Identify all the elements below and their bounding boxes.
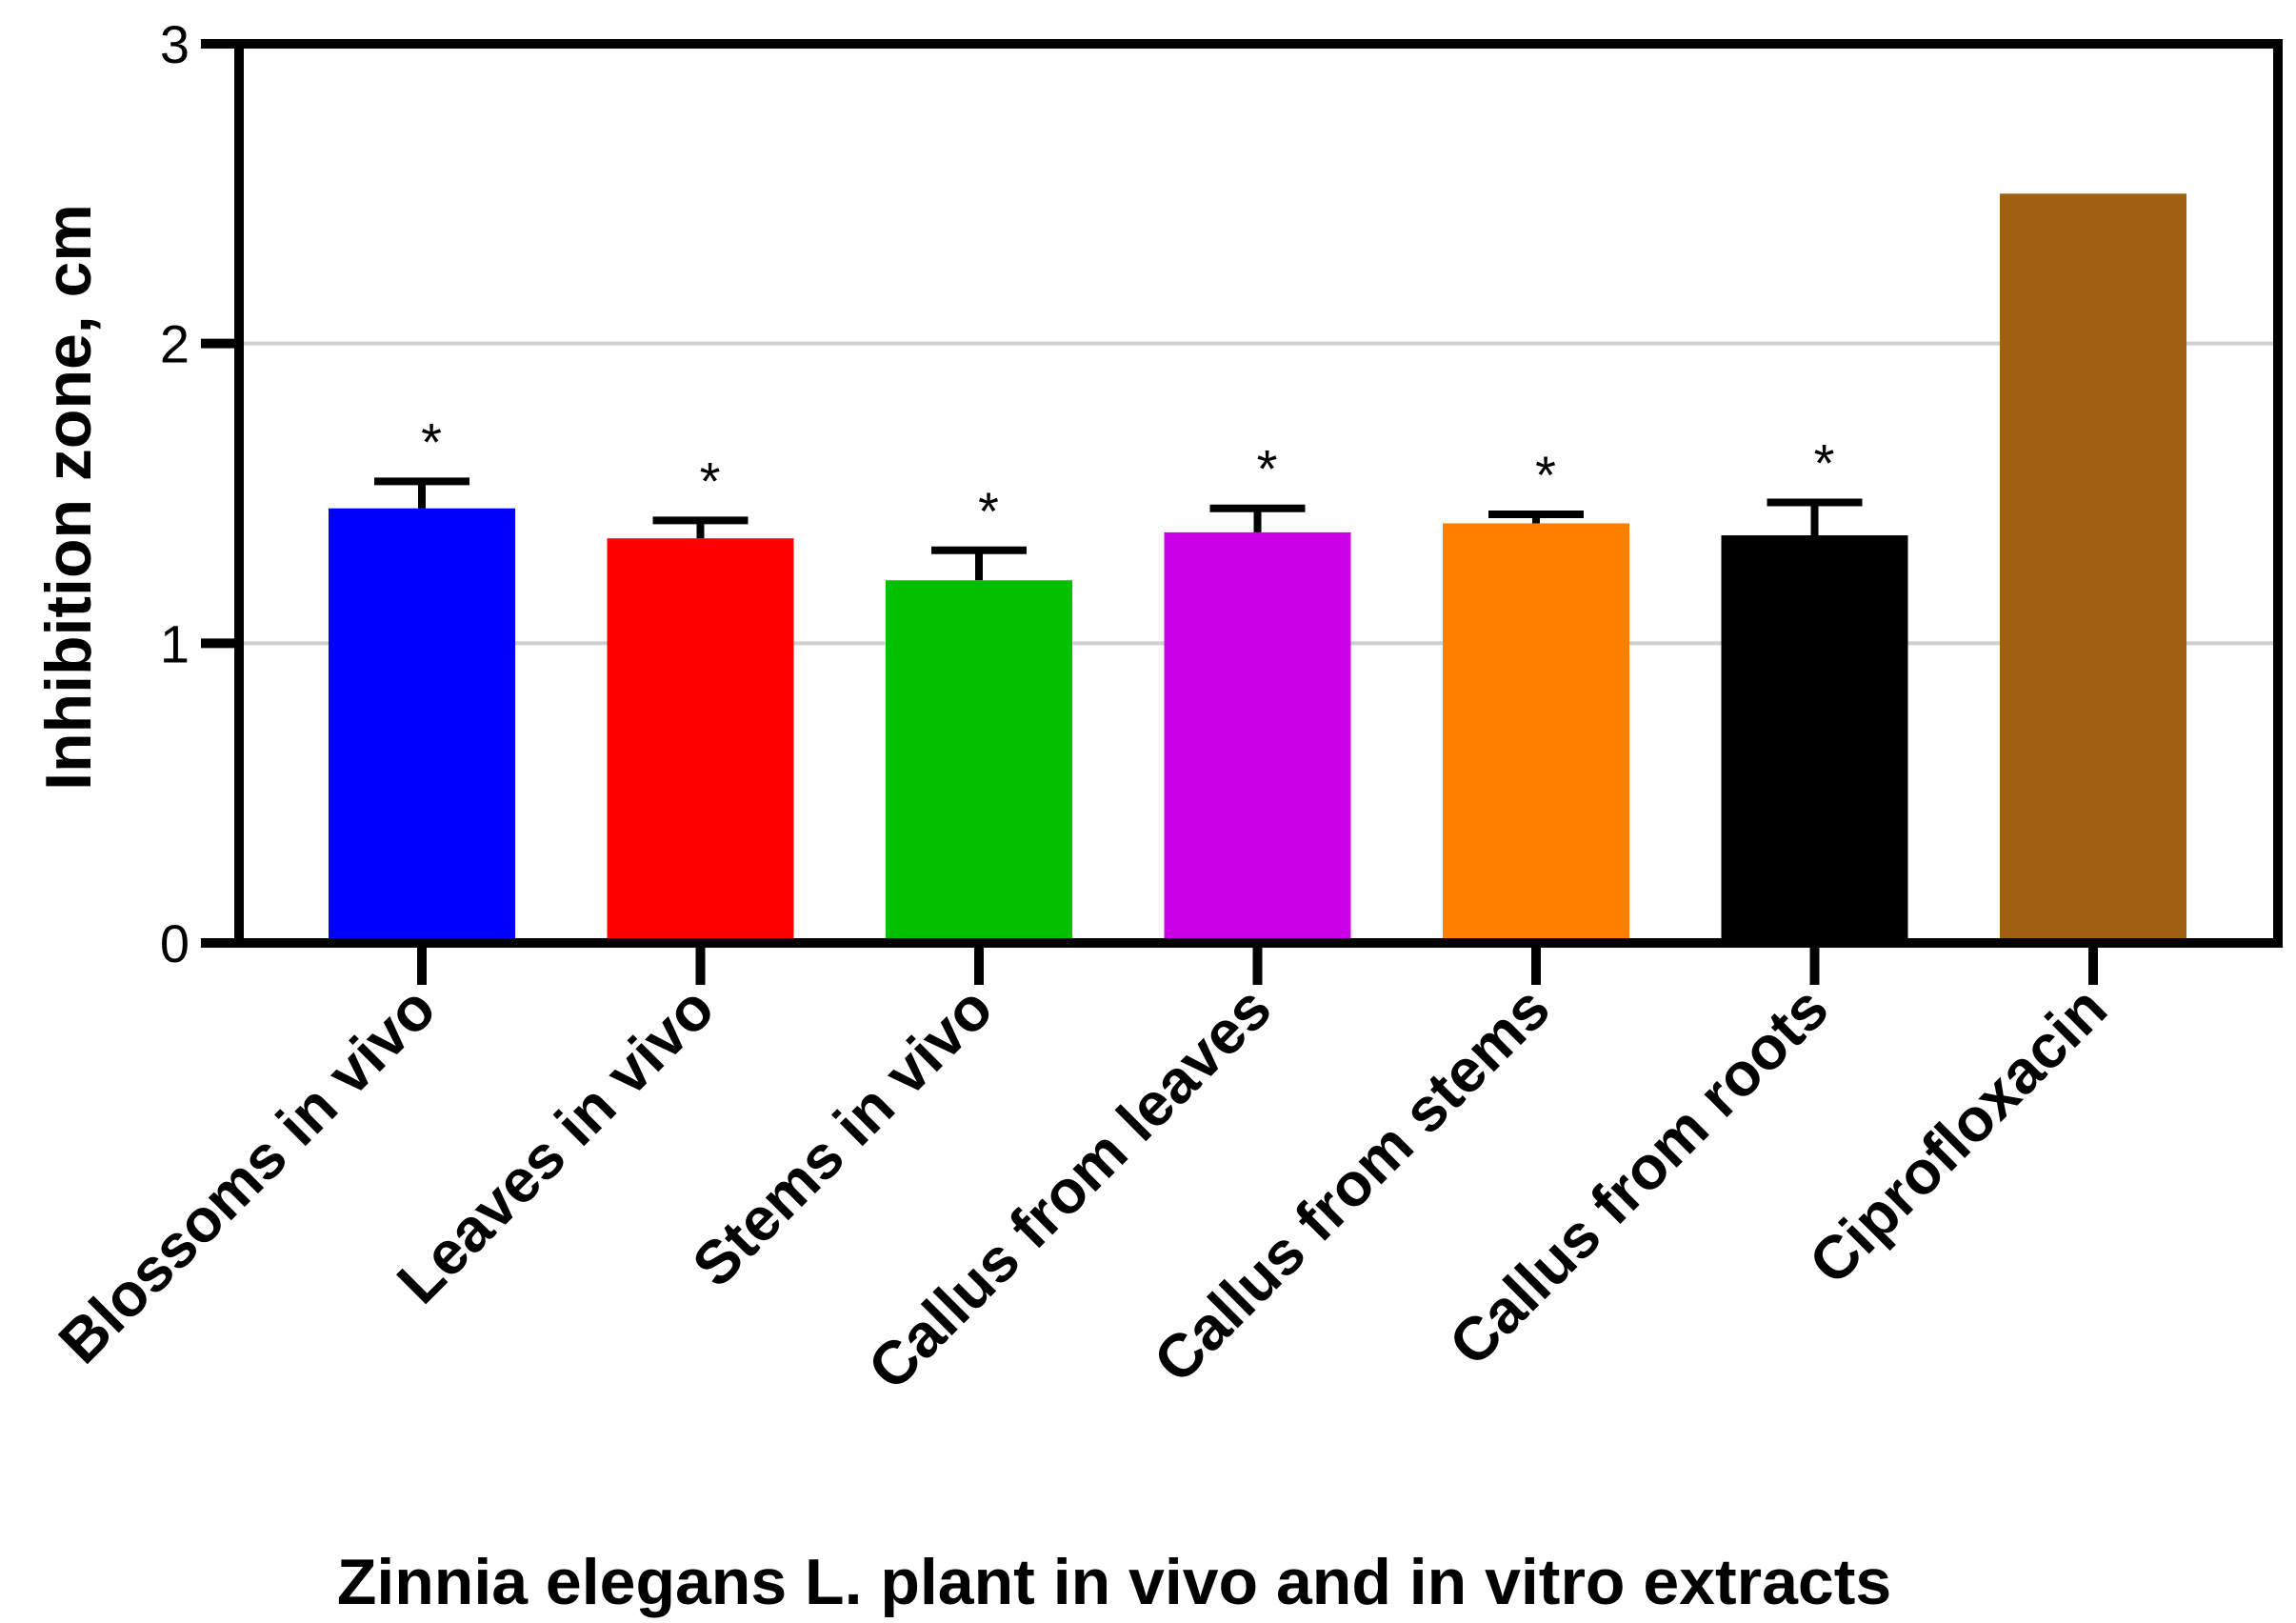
significance-mark: * bbox=[1257, 439, 1278, 499]
significance-mark: * bbox=[421, 411, 442, 471]
y-tick-label: 0 bbox=[160, 913, 190, 973]
y-axis-label: Inhibition zone, cm bbox=[32, 204, 105, 791]
y-tick-label: 1 bbox=[160, 613, 190, 673]
bar-1 bbox=[329, 508, 515, 943]
x-axis-label: Zinnia elegans L. plant in vivo and in v… bbox=[337, 1546, 1891, 1618]
significance-marks: * * * * * * bbox=[421, 411, 1834, 540]
bar-5 bbox=[1443, 523, 1629, 943]
bar-3 bbox=[886, 580, 1072, 943]
x-tick-label: Stems in vivo bbox=[679, 973, 1006, 1300]
error-bars bbox=[374, 477, 1863, 583]
x-tick-label: Blossoms in vivo bbox=[46, 973, 449, 1376]
bar-6 bbox=[1721, 535, 1908, 943]
significance-mark: * bbox=[700, 451, 721, 511]
significance-mark: * bbox=[1814, 432, 1835, 492]
y-tick-label: 3 bbox=[160, 14, 190, 74]
x-tick-label: Ciprofloxacin bbox=[1796, 973, 2120, 1297]
y-tick-label: 2 bbox=[160, 314, 190, 374]
significance-mark: * bbox=[1535, 445, 1556, 505]
y-axis-ticks: 0 1 2 3 bbox=[160, 14, 239, 973]
significance-mark: * bbox=[978, 481, 999, 541]
bars bbox=[329, 193, 2186, 944]
bar-7 bbox=[2000, 193, 2186, 944]
bar-2 bbox=[607, 538, 794, 943]
plot-frame bbox=[201, 39, 2283, 948]
bar-4 bbox=[1164, 531, 1351, 943]
